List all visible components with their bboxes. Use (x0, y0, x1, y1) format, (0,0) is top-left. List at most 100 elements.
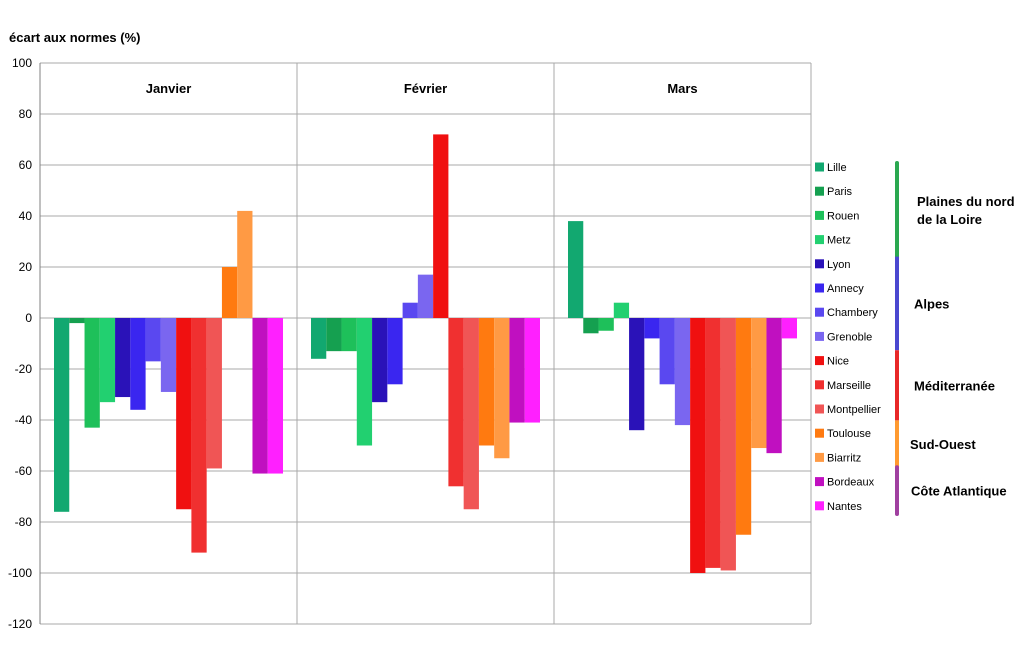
bar (659, 318, 675, 385)
bar (160, 318, 177, 392)
bar (130, 318, 146, 410)
region-label: Méditerranée (914, 378, 995, 393)
legend-label: Annecy (827, 283, 864, 295)
bar (387, 318, 403, 385)
bar (191, 318, 207, 553)
y-tick-label: -20 (15, 362, 33, 376)
bar (735, 318, 752, 535)
y-tick-label: 100 (12, 56, 32, 70)
bar (356, 318, 373, 446)
bar (402, 302, 418, 318)
bar (478, 318, 495, 446)
legend-label: Grenoble (827, 331, 872, 343)
y-tick-label: 60 (19, 158, 33, 172)
y-tick-label: -100 (8, 566, 32, 580)
bar (311, 318, 327, 359)
legend-swatch (815, 452, 824, 462)
bar (267, 318, 283, 474)
bar (583, 318, 599, 334)
y-tick-label: 40 (19, 209, 33, 223)
legend-label: Nice (827, 356, 849, 368)
bar (629, 318, 645, 431)
legend-swatch (815, 501, 824, 511)
category-label: Mars (667, 81, 697, 96)
legend-swatch (815, 210, 824, 220)
bar (781, 318, 797, 339)
bar (598, 318, 614, 331)
region-label: Alpes (914, 296, 949, 311)
bar (115, 318, 131, 398)
y-tick-label: 20 (19, 260, 33, 274)
legend-label: Biarritz (827, 452, 861, 464)
y-axis-ticks: 100 80 60 40 20 0 -20 -40 -60 -80 -100 -120 (8, 56, 32, 631)
legend-swatch (815, 235, 824, 245)
bar (751, 318, 767, 449)
legend-swatch (815, 477, 824, 487)
bar (494, 318, 510, 459)
legend-swatch (815, 331, 824, 341)
bar (705, 318, 721, 568)
legend-label: Nantes (827, 501, 862, 513)
bar (463, 318, 479, 510)
legend-label: Paris (827, 186, 853, 198)
legend-swatch (815, 259, 824, 269)
legend-label: Montpellier (827, 404, 881, 416)
bars (54, 134, 797, 573)
bar (568, 221, 584, 318)
legend-label: Lille (827, 162, 847, 174)
bar (509, 318, 525, 423)
bar (341, 318, 357, 352)
bar (417, 274, 434, 318)
y-tick-label: -80 (15, 515, 33, 529)
legend-swatch (815, 162, 824, 172)
bar (99, 318, 116, 403)
legend-label: Marseille (827, 380, 871, 392)
legend-label: Bordeaux (827, 477, 875, 489)
legend-swatch (815, 186, 824, 196)
bar (644, 318, 660, 339)
bar (326, 318, 342, 352)
y-tick-label: -120 (8, 617, 32, 631)
legend-swatch (815, 283, 824, 293)
bar (84, 318, 100, 428)
bar (221, 267, 238, 318)
bar (237, 210, 253, 318)
legend-label: Chambery (827, 307, 878, 319)
bar (613, 302, 630, 318)
legend-label: Metz (827, 235, 851, 247)
legend-swatch (815, 428, 824, 438)
bar (674, 318, 691, 426)
region-label: Plaines du nord de la Loire (917, 194, 1015, 227)
legend: Lille Paris Rouen Metz Lyon Annecy Chambery Gre… (815, 162, 881, 513)
category-labels: Janvier Février Mars (146, 81, 698, 96)
region-label: Sud-Ouest (910, 437, 976, 452)
bar (176, 318, 192, 510)
bar (145, 318, 161, 362)
y-tick-label: -40 (15, 413, 33, 427)
y-tick-label: -60 (15, 464, 33, 478)
bar (720, 318, 736, 571)
category-label: Février (404, 81, 447, 96)
bar (69, 318, 85, 324)
legend-label: Toulouse (827, 428, 871, 440)
bar (448, 318, 464, 487)
legend-swatch (815, 307, 824, 317)
bar (766, 318, 782, 454)
legend-swatch (815, 380, 824, 390)
y-tick-label: 80 (19, 107, 33, 121)
bar (206, 318, 222, 469)
category-label: Janvier (146, 81, 192, 96)
y-tick-label: 0 (25, 311, 32, 325)
bar (252, 318, 268, 474)
region-label: Côte Atlantique (911, 484, 1007, 499)
bar (433, 134, 449, 318)
legend-swatch (815, 356, 824, 366)
legend-swatch (815, 404, 824, 414)
y-axis-label: écart aux normes (%) (9, 30, 141, 45)
legend-label: Rouen (827, 210, 859, 222)
bar (54, 318, 70, 512)
legend-label: Lyon (827, 259, 850, 271)
bar (524, 318, 540, 423)
bar (690, 318, 706, 573)
